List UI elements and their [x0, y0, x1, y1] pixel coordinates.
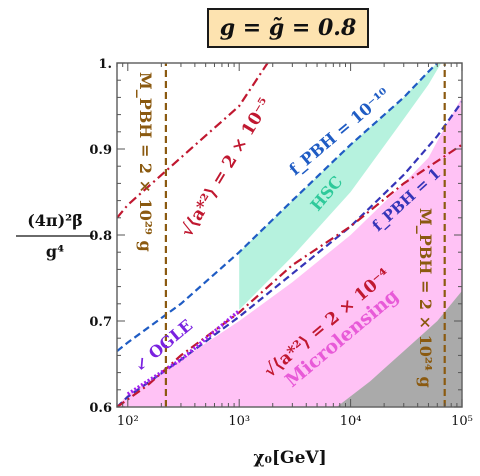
- region-layer: [117, 63, 462, 407]
- x-tick-label: 10²: [117, 414, 139, 429]
- y-tick-label: 1.: [98, 57, 112, 72]
- series-layer: [117, 63, 462, 407]
- x-axis-label: χ₀[GeV]: [253, 448, 326, 468]
- y-tick-label: 0.8: [89, 229, 112, 244]
- x-tick-label: 10⁵: [451, 414, 473, 429]
- series-line-3: [117, 143, 462, 407]
- series-line-4: [126, 309, 241, 396]
- annotation-mpbh-24: M_PBH = 2 × 10²⁴ g: [416, 208, 435, 388]
- series-line-0: [117, 63, 439, 352]
- tick-layer: [116, 62, 463, 408]
- region-hsc: [239, 63, 442, 310]
- y-axis-label-numerator: (4π)²β̄: [27, 211, 83, 230]
- x-tick-label: 10⁴: [340, 414, 362, 429]
- annotation-spin-2e-5: √⟨a*²⟩ = 2 × 10⁻⁵: [177, 95, 276, 241]
- tick-label-layer: 10² 10³ 10⁴ 10⁵ 0.6 0.7 0.8 0.9 1.: [89, 57, 473, 429]
- chart-title: g = g̃ = 0.8: [207, 8, 369, 48]
- region-microlensing: [117, 97, 462, 407]
- y-axis-label-denominator: g⁴: [46, 242, 64, 261]
- annotation-mpbh-29: M_PBH = 2 × 10²⁹ g: [136, 72, 155, 252]
- x-tick-label: 10³: [228, 414, 250, 429]
- y-tick-label: 0.9: [89, 143, 112, 158]
- region-gray: [336, 290, 462, 407]
- y-tick-label: 0.6: [89, 401, 112, 416]
- y-tick-label: 0.7: [89, 315, 112, 330]
